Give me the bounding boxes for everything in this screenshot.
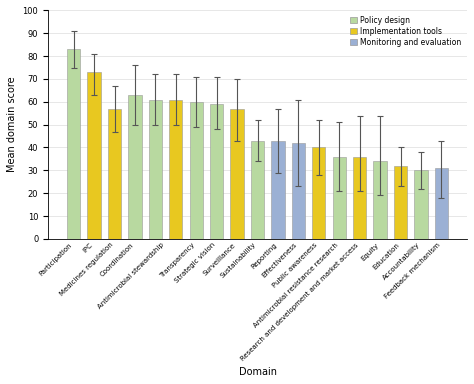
Bar — [414, 170, 428, 239]
Bar — [87, 72, 101, 239]
Bar — [108, 109, 121, 239]
Bar — [149, 99, 162, 239]
X-axis label: Domain: Domain — [238, 367, 276, 377]
Bar — [271, 141, 284, 239]
Bar — [312, 147, 326, 239]
Legend: Policy design, Implementation tools, Monitoring and evaluation: Policy design, Implementation tools, Mon… — [348, 14, 463, 48]
Bar — [353, 157, 366, 239]
Bar — [169, 99, 182, 239]
Bar — [230, 109, 244, 239]
Bar — [251, 141, 264, 239]
Bar — [67, 49, 80, 239]
Bar — [333, 157, 346, 239]
Bar — [435, 168, 448, 239]
Bar — [292, 143, 305, 239]
Y-axis label: Mean domain score: Mean domain score — [7, 77, 17, 172]
Bar — [210, 104, 223, 239]
Bar — [190, 102, 203, 239]
Bar — [128, 95, 142, 239]
Bar — [374, 161, 387, 239]
Bar — [394, 166, 407, 239]
